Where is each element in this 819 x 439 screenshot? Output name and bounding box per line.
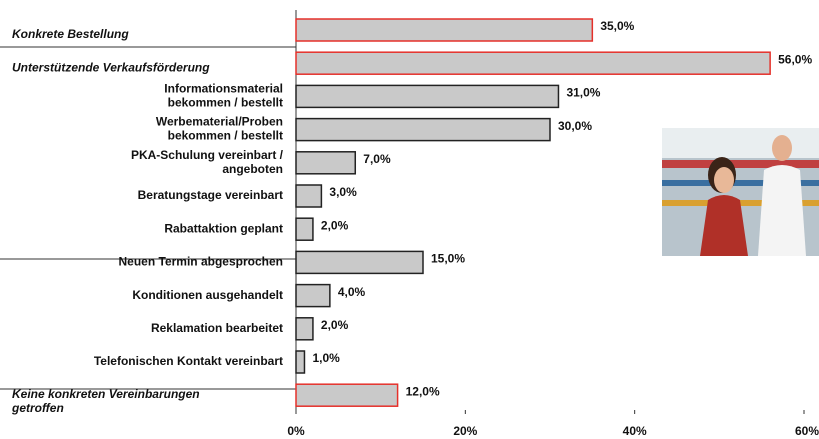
- value-label: 56,0%: [778, 52, 812, 66]
- value-label: 35,0%: [600, 19, 634, 33]
- value-label: 3,0%: [329, 185, 357, 199]
- chart: 0% 20% 40% 60% Konkrete Bestellung 35,0% Unter…: [0, 0, 819, 439]
- value-label: 2,0%: [321, 318, 349, 332]
- category-label: Konkrete Bestellung: [12, 27, 129, 41]
- category-label: Unterstützende Verkaufsförderung: [12, 60, 210, 74]
- category-label: Rabattaktion geplant: [164, 221, 283, 235]
- bar: [296, 251, 423, 273]
- bar: [296, 152, 355, 174]
- photo: [662, 128, 819, 256]
- bar: [296, 351, 304, 373]
- x-tick-label: 60%: [795, 424, 819, 438]
- category-label: Reklamation bearbeitet: [151, 321, 283, 335]
- bar: [296, 185, 321, 207]
- bar: [296, 19, 592, 41]
- value-label: 1,0%: [312, 351, 340, 365]
- category-label: PKA-Schulung vereinbart /angeboten: [131, 148, 284, 176]
- value-label: 2,0%: [321, 218, 349, 232]
- bar: [296, 318, 313, 340]
- bar: [296, 52, 770, 74]
- category-label: Telefonischen Kontakt vereinbart: [94, 354, 283, 368]
- bar: [296, 85, 558, 107]
- value-label: 4,0%: [338, 285, 366, 299]
- bar: [296, 384, 398, 406]
- value-label: 12,0%: [406, 384, 440, 398]
- bar: [296, 285, 330, 307]
- bar: [296, 218, 313, 240]
- value-label: 31,0%: [566, 86, 600, 100]
- category-label: Neuen Termin abgesprochen: [119, 255, 283, 269]
- value-label: 15,0%: [431, 252, 465, 266]
- x-tick-label: 20%: [453, 424, 477, 438]
- category-label: Konditionen ausgehandelt: [132, 288, 283, 302]
- bar: [296, 119, 550, 141]
- value-label: 30,0%: [558, 119, 592, 133]
- category-label: Beratungstage vereinbart: [138, 188, 283, 202]
- x-tick-label: 0%: [287, 424, 305, 438]
- value-label: 7,0%: [363, 152, 391, 166]
- x-tick-label: 40%: [623, 424, 647, 438]
